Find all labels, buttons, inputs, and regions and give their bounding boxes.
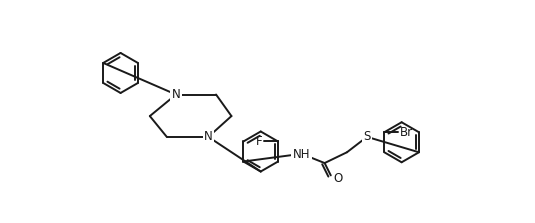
Text: N: N <box>204 130 213 143</box>
Text: O: O <box>333 172 342 185</box>
Text: F: F <box>256 135 263 148</box>
Text: N: N <box>172 88 180 101</box>
Text: NH: NH <box>293 148 310 161</box>
Text: S: S <box>363 130 371 143</box>
Text: Br: Br <box>400 126 413 139</box>
